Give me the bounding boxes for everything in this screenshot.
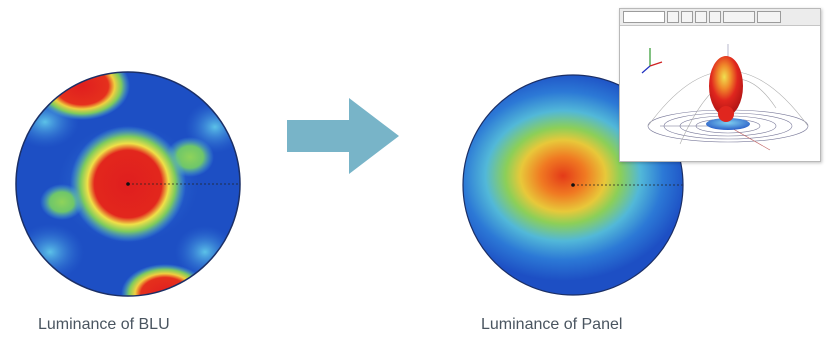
- blu-luminance-plot: [15, 71, 241, 297]
- toolbar-button[interactable]: [723, 11, 755, 23]
- 3d-lobe-view: [641, 44, 809, 151]
- toolbar-button[interactable]: [709, 11, 721, 23]
- toolbar-button[interactable]: [757, 11, 781, 23]
- toolbar-field[interactable]: [623, 11, 665, 23]
- blu-caption: Luminance of BLU: [38, 316, 170, 333]
- panel-caption: Luminance of Panel: [481, 316, 623, 333]
- right-arrow-icon: [287, 98, 399, 174]
- 3d-radiation-pattern-window: [619, 8, 821, 162]
- toolbar-button[interactable]: [681, 11, 693, 23]
- axis-triad-icon: [641, 48, 663, 74]
- window-toolbar: [620, 9, 820, 26]
- toolbar-button[interactable]: [695, 11, 707, 23]
- toolbar-button[interactable]: [667, 11, 679, 23]
